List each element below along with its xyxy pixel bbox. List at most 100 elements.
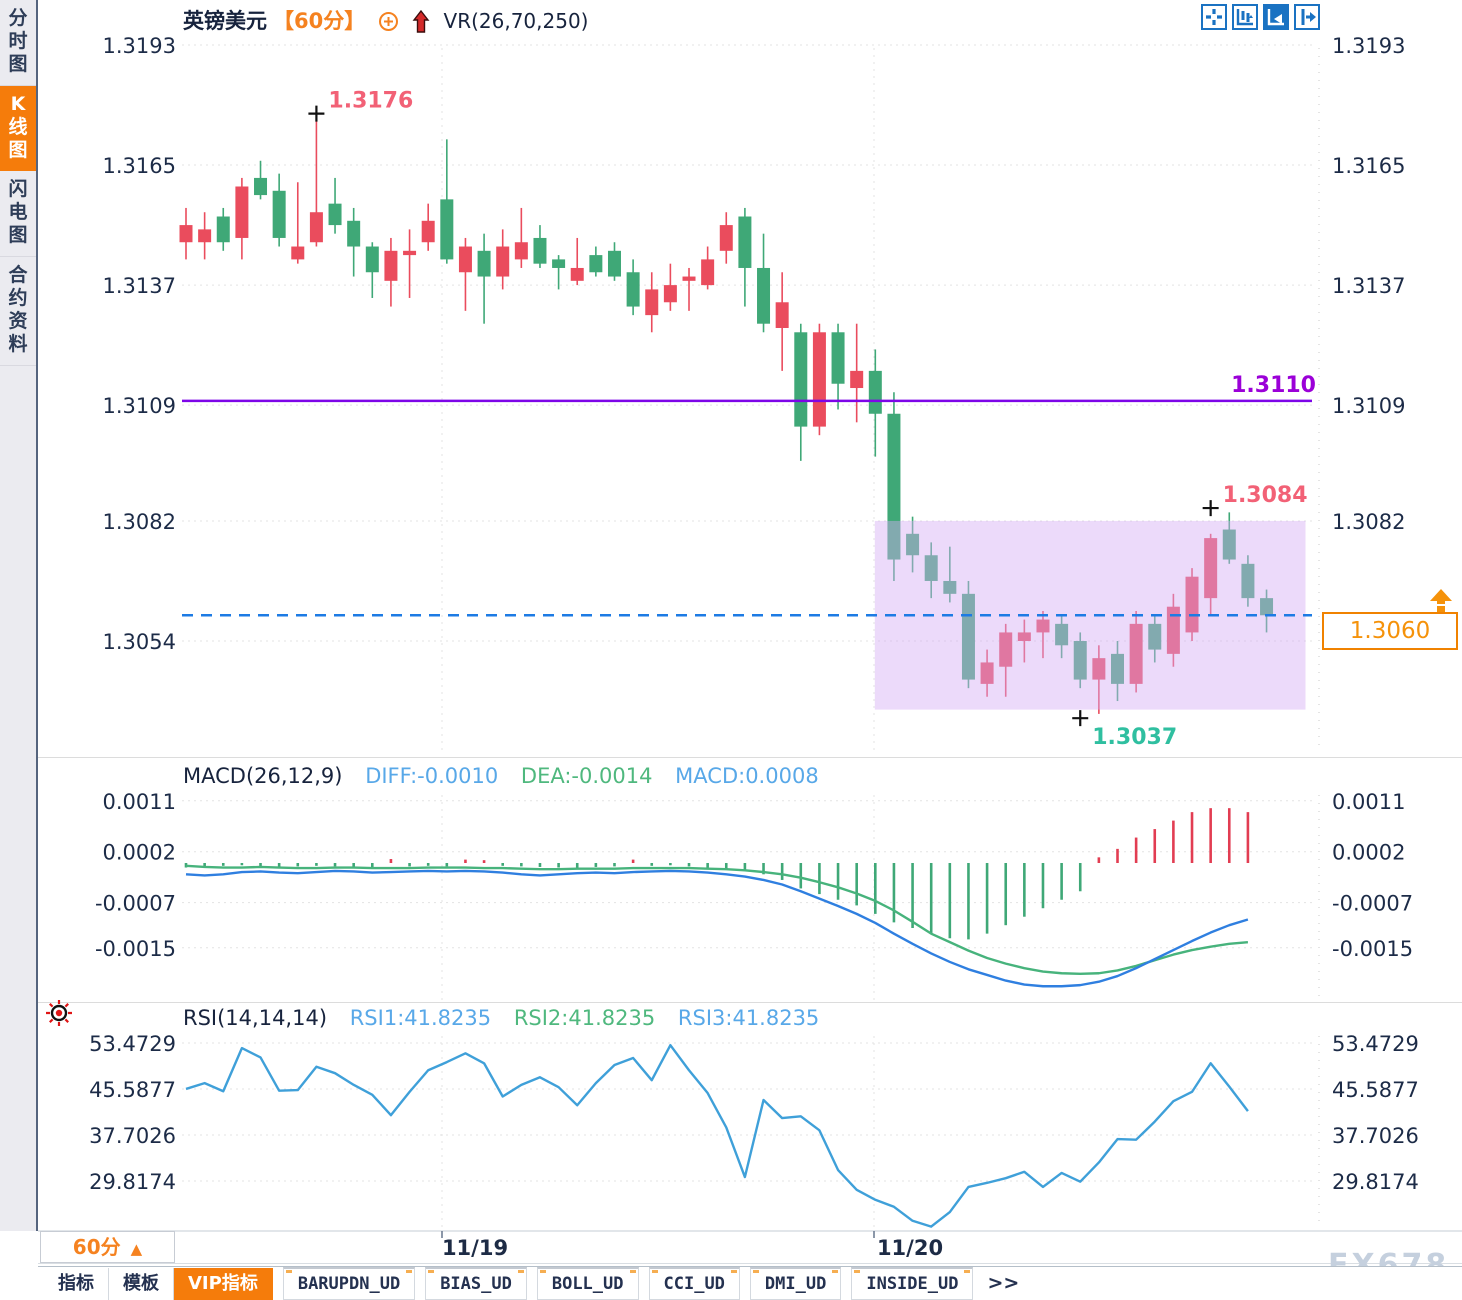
macd-panel-header: MACD(26,12,9) DIFF:-0.0010 DEA:-0.0014 M… <box>183 764 819 788</box>
candle-body <box>272 190 286 238</box>
rsi1-value: RSI1:41.8235 <box>349 1006 492 1030</box>
overlay-indicator-label: VR(26,70,250) <box>443 9 589 33</box>
tab-模板[interactable]: 模板 <box>109 1268 174 1300</box>
candle-body <box>980 662 994 684</box>
tab-cci-ud[interactable]: CCI_UD <box>648 1267 740 1300</box>
macd-macd-value: MACD:0.0008 <box>675 764 819 788</box>
candle-body <box>291 246 305 260</box>
axis-label-right: 1.3193 <box>1332 34 1405 58</box>
axis-pointer-icon[interactable] <box>1263 4 1289 30</box>
tab-bias-ud[interactable]: BIAS_UD <box>425 1267 527 1300</box>
candle-body <box>757 267 771 324</box>
tab-指标[interactable]: 指标 <box>44 1268 109 1300</box>
candle-body <box>794 332 808 427</box>
axis-label-right: 37.7026 <box>1332 1124 1419 1148</box>
buy-signal-arrow-icon <box>412 9 430 38</box>
candle-body <box>868 370 882 414</box>
add-indicator-icon[interactable] <box>378 11 399 36</box>
candle-body <box>1073 641 1087 680</box>
candle-body <box>887 413 901 560</box>
candle-body <box>309 212 323 243</box>
axis-label-left: 1.3137 <box>103 274 176 298</box>
sidebar-item-2[interactable]: 闪电图 <box>0 171 36 257</box>
macd-dea-value: DEA:-0.0014 <box>520 764 653 788</box>
axis-label-right: 0.0002 <box>1332 841 1405 865</box>
axis-candles-icon[interactable] <box>1232 4 1258 30</box>
x-axis-label: 11/19 <box>442 1236 508 1260</box>
candle-body <box>384 250 398 281</box>
crosshair-icon[interactable] <box>1201 4 1227 30</box>
sidebar-item-0[interactable]: 分时图 <box>0 0 36 86</box>
axis-label-right: 45.5877 <box>1332 1078 1419 1102</box>
candle-body <box>1111 653 1124 684</box>
candle-body <box>533 237 547 264</box>
axis-label-right: 1.3109 <box>1332 394 1405 418</box>
resistance-label: 1.3110 <box>1231 373 1316 398</box>
macd-title: MACD(26,12,9) <box>183 764 343 788</box>
axis-label-right: 53.4729 <box>1332 1032 1419 1056</box>
axis-label-left: 29.8174 <box>89 1170 176 1194</box>
swing-label: 1.3084 <box>1223 483 1308 508</box>
tab-inside-ud[interactable]: INSIDE_UD <box>851 1267 974 1300</box>
tab-vip指标[interactable]: VIP指标 <box>174 1268 273 1300</box>
axis-label-left: 1.3109 <box>103 394 176 418</box>
chart-header: 英镑美元 【60分】 VR(26,70,250) <box>183 5 589 33</box>
candle-body <box>403 250 417 256</box>
candle-body <box>1166 606 1180 654</box>
period-selector-arrow-icon: ▲ <box>130 1240 143 1258</box>
macd-diff-value: DIFF:-0.0010 <box>365 764 499 788</box>
candle-body <box>496 246 510 277</box>
rsi-line <box>185 1043 1249 1228</box>
indicator-settings-icon[interactable] <box>45 999 73 1031</box>
candle-body <box>570 267 584 281</box>
period-selector[interactable]: 60分 ▲ <box>40 1231 175 1263</box>
highlight-zone <box>874 520 1306 710</box>
candle-body <box>1260 598 1274 616</box>
candle-body <box>1185 576 1199 633</box>
candle-body <box>906 533 920 556</box>
candle-body <box>235 186 249 238</box>
axis-label-right: -0.0015 <box>1332 937 1413 961</box>
axis-label-right: -0.0007 <box>1332 892 1413 916</box>
candle-body <box>179 225 193 243</box>
axis-label-right: 1.3165 <box>1332 154 1405 178</box>
rsi2-value: RSI2:41.8235 <box>513 1006 656 1030</box>
candle-body <box>477 250 491 277</box>
axis-label-right: 29.8174 <box>1332 1170 1419 1194</box>
axis-label-left: -0.0015 <box>95 937 176 961</box>
tab--[interactable]: >> <box>987 1272 1020 1294</box>
candle-body <box>1017 632 1031 642</box>
axis-label-right: 0.0011 <box>1332 790 1405 814</box>
axis-label-left: -0.0007 <box>95 892 176 916</box>
axis-label-right: 1.3137 <box>1332 274 1405 298</box>
candle-body <box>440 199 454 260</box>
symbol-title: 英镑美元 <box>183 9 267 33</box>
tab-boll-ud[interactable]: BOLL_UD <box>536 1267 639 1300</box>
candle-body <box>719 225 733 251</box>
rsi-panel-header: RSI(14,14,14) RSI1:41.8235 RSI2:41.8235 … <box>183 1006 819 1030</box>
chart-toolbar <box>1196 4 1320 30</box>
tab-barupdn-ud[interactable]: BARUPDN_UD <box>282 1267 416 1300</box>
swing-label: 1.3037 <box>1092 725 1177 750</box>
candle-body <box>626 272 640 307</box>
tab-dmi-ud[interactable]: DMI_UD <box>749 1267 842 1300</box>
candle-body <box>216 216 230 243</box>
candle-body <box>607 250 621 277</box>
axis-label-left: 1.3165 <box>103 154 176 178</box>
candle-body <box>645 289 659 316</box>
pan-right-icon[interactable] <box>1294 4 1320 30</box>
candle-body <box>1036 619 1050 633</box>
sidebar-item-3[interactable]: 合约资料 <box>0 257 36 366</box>
period-badge: 【60分】 <box>273 9 366 33</box>
candle-body <box>421 220 435 243</box>
current-price-label: 1.3060 <box>1322 612 1458 650</box>
candle-body <box>999 632 1013 667</box>
candle-body <box>1148 623 1162 650</box>
candle-body <box>1055 623 1069 646</box>
candle-body <box>663 285 677 303</box>
candle-body <box>943 580 957 594</box>
candle-body <box>1204 538 1218 599</box>
